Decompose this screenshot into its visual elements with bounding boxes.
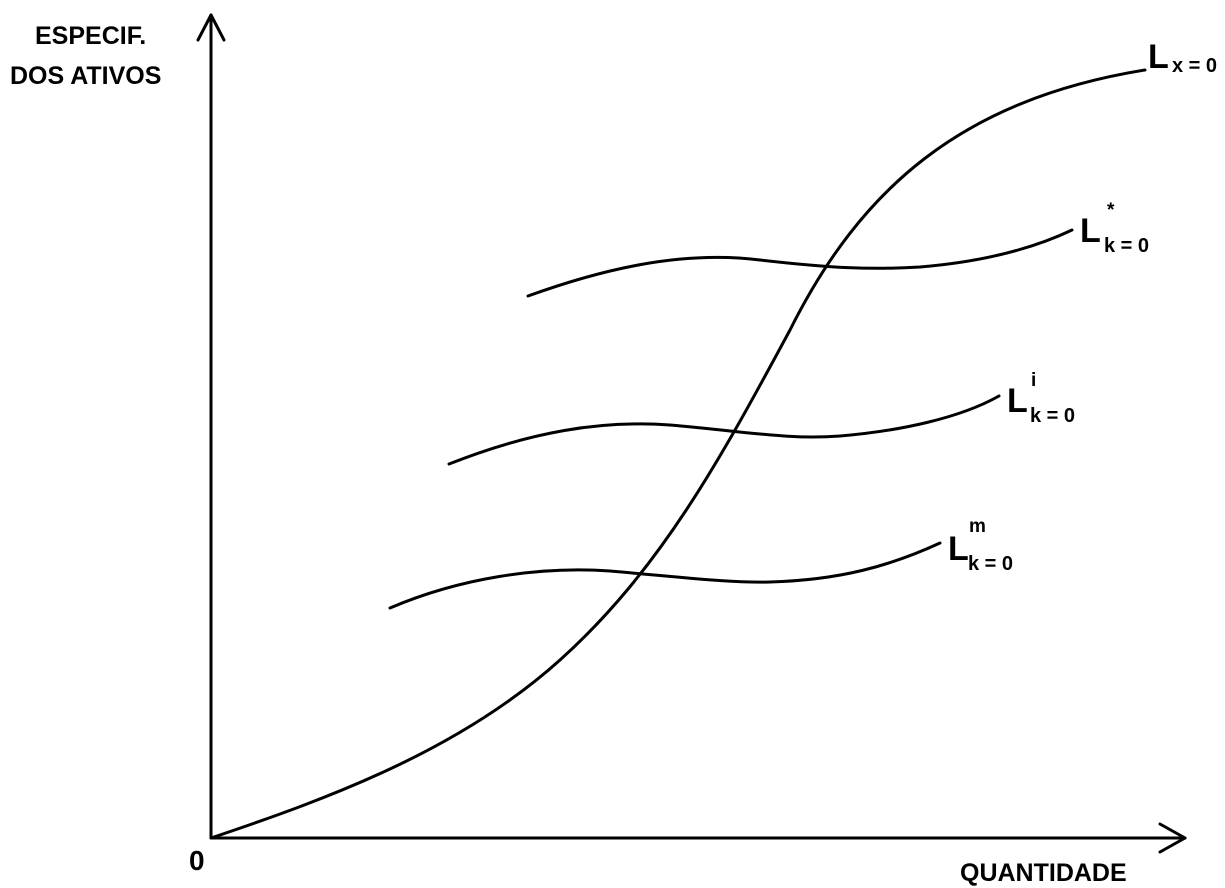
x-axis-arrowhead xyxy=(1158,822,1187,854)
label-lk0-m-main: L xyxy=(948,530,969,568)
label-lk0-m: L m k = 0 xyxy=(948,516,1013,575)
curve-lk0-m xyxy=(388,541,942,610)
label-lk0-i-sub: k = 0 xyxy=(1030,405,1075,427)
y-axis-label-line1: ESPECIF. xyxy=(35,22,146,50)
y-axis-arrowhead xyxy=(196,13,226,42)
label-lk0-i: L i k = 0 xyxy=(1007,370,1075,427)
label-lx0: L x = 0 xyxy=(1148,38,1217,77)
curve-lx0 xyxy=(209,68,1147,840)
label-lk0-m-sup: m xyxy=(969,516,986,537)
label-lk0-star: L * k = 0 xyxy=(1080,200,1149,257)
axes xyxy=(196,13,1187,854)
x-axis-label: QUANTIDADE xyxy=(960,859,1127,887)
label-lx0-sub: x = 0 xyxy=(1172,55,1217,77)
label-lk0-star-sup: * xyxy=(1107,200,1115,221)
label-lk0-i-sup: i xyxy=(1031,370,1036,391)
label-lk0-star-main: L xyxy=(1080,212,1101,250)
y-axis-label-line2: DOS ATIVOS xyxy=(10,62,161,90)
label-lx0-main: L xyxy=(1148,38,1169,76)
curve-lk0-i xyxy=(447,394,1001,466)
label-lk0-m-sub: k = 0 xyxy=(968,553,1013,575)
label-lk0-i-main: L xyxy=(1007,382,1028,420)
label-lk0-star-sub: k = 0 xyxy=(1104,235,1149,257)
curve-lk0-star xyxy=(526,228,1074,298)
origin-label: 0 xyxy=(189,845,205,876)
